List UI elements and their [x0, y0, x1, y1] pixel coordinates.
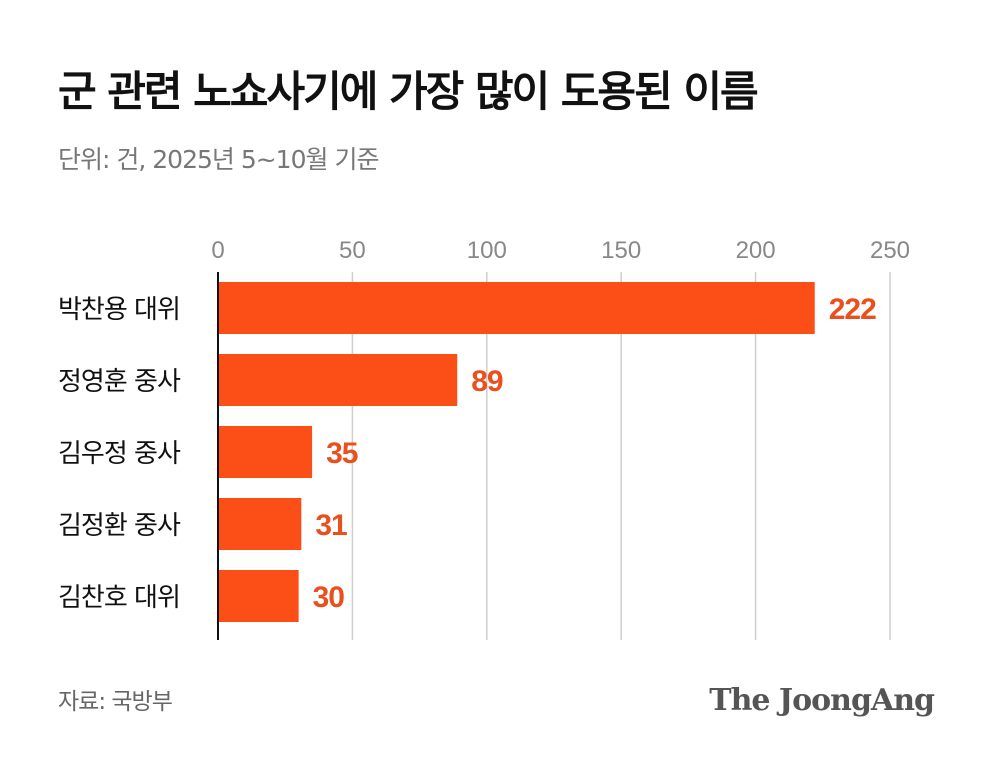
bar [218, 498, 302, 550]
data-label: 30 [313, 581, 345, 614]
data-label: 89 [471, 365, 503, 398]
data-label: 222 [829, 293, 876, 326]
chart-title: 군 관련 노쇼사기에 가장 많이 도용된 이름 [58, 67, 759, 116]
category-label: 김우정 중사 [58, 439, 181, 469]
category-label: 박찬용 대위 [58, 295, 180, 325]
bar [218, 570, 299, 622]
brand-logo: The JoongAng [709, 683, 935, 718]
category-label: 정영훈 중사 [58, 367, 181, 397]
category-label: 김찬호 대위 [58, 583, 180, 613]
x-tick-label: 200 [736, 237, 776, 264]
source-note: 자료: 국방부 [58, 689, 173, 715]
x-tick-label: 100 [467, 237, 507, 264]
x-tick-label: 250 [870, 237, 910, 264]
data-label: 35 [326, 437, 358, 470]
data-label: 31 [315, 509, 347, 542]
x-tick-label: 150 [601, 237, 641, 264]
bar [218, 282, 815, 334]
x-tick-label: 50 [339, 237, 366, 264]
chart-subtitle: 단위: 건, 2025년 5~10월 기준 [58, 145, 379, 174]
category-label: 김정환 중사 [58, 511, 181, 541]
x-tick-label: 0 [211, 237, 224, 264]
bar [218, 354, 458, 406]
bar [218, 426, 313, 478]
